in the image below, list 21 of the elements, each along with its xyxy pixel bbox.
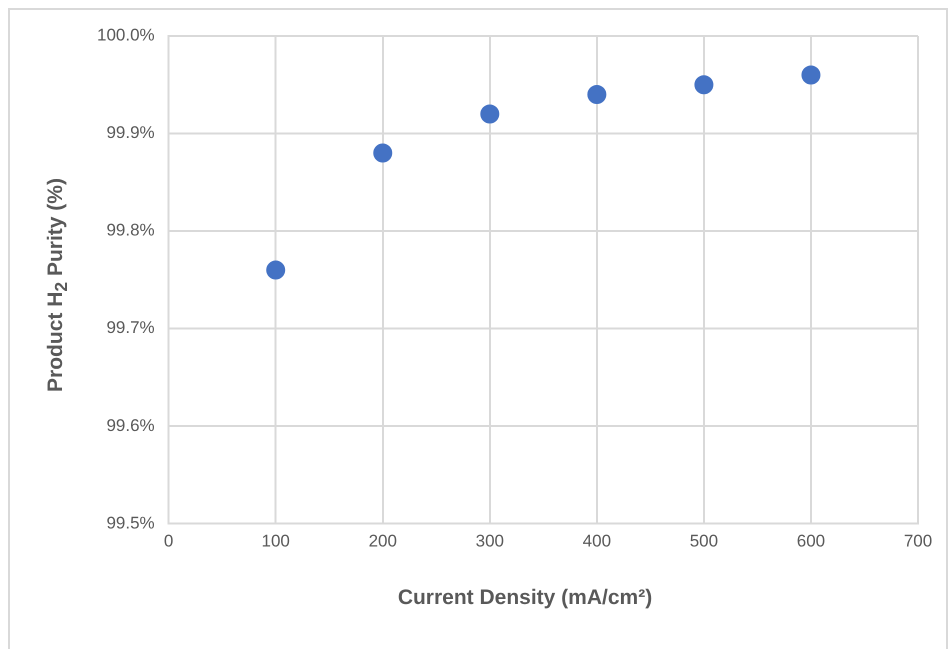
x-tick-label: 200 xyxy=(368,531,397,550)
x-tick-label: 100 xyxy=(262,531,290,550)
y-tick-label: 99.6% xyxy=(106,416,155,435)
point xyxy=(587,85,606,104)
y-tick-label: 99.7% xyxy=(106,318,155,338)
point xyxy=(694,75,714,94)
point xyxy=(373,144,392,163)
point xyxy=(266,260,286,280)
x-axis-title: Current Density (mA/cm²) xyxy=(398,586,652,610)
x-tick-label: 400 xyxy=(582,531,612,550)
x-tick-label: 300 xyxy=(476,531,504,550)
point xyxy=(480,104,500,124)
x-tick-label: 600 xyxy=(796,531,826,550)
x-tick-label: 0 xyxy=(164,531,174,550)
point xyxy=(801,66,820,85)
y-tick-label: 99.9% xyxy=(106,123,155,142)
x-tick-label: 700 xyxy=(904,531,932,550)
x-tick-label: 500 xyxy=(690,531,718,550)
y-tick-label: 99.8% xyxy=(106,220,155,240)
y-tick-label: 100.0% xyxy=(96,26,155,45)
y-tick-label: 99.5% xyxy=(106,513,155,532)
